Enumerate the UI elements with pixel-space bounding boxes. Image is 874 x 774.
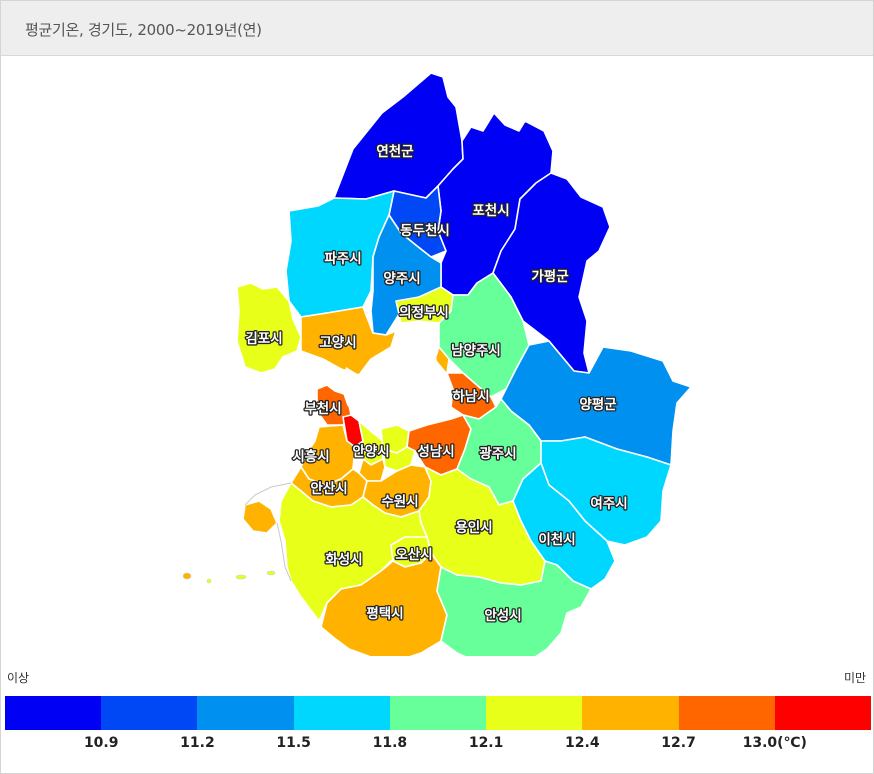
region-이천시[interactable] [512, 462, 616, 590]
islet [182, 572, 192, 580]
label-오산시: 오산시 [395, 546, 432, 563]
label-성남시: 성남시 [417, 443, 454, 460]
legend-swatch [101, 696, 198, 730]
region-김포시[interactable] [236, 282, 302, 374]
islet [266, 570, 276, 576]
legend-tick-label: 12.7 [661, 735, 696, 751]
legend-tick-label: 11.5 [276, 735, 311, 751]
legend-swatch [293, 696, 390, 730]
label-의정부시: 의정부시 [399, 304, 449, 321]
label-김포시: 김포시 [245, 331, 282, 347]
label-안산시: 안산시 [310, 480, 347, 497]
label-남양주시: 남양주시 [451, 342, 501, 359]
map-title: 평균기온, 경기도, 2000~2019년(연) [25, 21, 262, 39]
islet [235, 574, 247, 580]
region-안성시[interactable] [436, 560, 592, 656]
region-파주시[interactable] [285, 190, 395, 318]
legend-low-label: 이상 [7, 671, 30, 685]
legend-tick-label: 13.0(℃) [742, 735, 807, 751]
label-고양시: 고양시 [319, 335, 356, 351]
label-연천군: 연천군 [376, 144, 414, 160]
label-시흥시: 시흥시 [292, 448, 329, 465]
legend-swatch [774, 696, 871, 730]
label-평택시: 평택시 [366, 605, 403, 622]
card-header: 평균기온, 경기도, 2000~2019년(연) [1, 1, 873, 56]
region-안산-islands[interactable] [242, 500, 278, 534]
legend-swatch [486, 696, 583, 730]
legend-tick-label: 11.8 [372, 735, 408, 751]
legend-swatch [678, 696, 775, 730]
legend-swatch [582, 696, 679, 730]
legend-tick-label: 11.2 [180, 735, 215, 751]
label-화성시: 화성시 [325, 552, 362, 568]
label-부천시: 부천시 [304, 401, 341, 417]
label-양주시: 양주시 [383, 271, 420, 287]
label-수원시: 수원시 [381, 494, 418, 510]
label-여주시: 여주시 [590, 495, 627, 512]
islet [206, 578, 212, 584]
label-하남시: 하남시 [452, 388, 489, 405]
legend-swatch [197, 696, 294, 730]
label-용인시: 용인시 [455, 519, 492, 536]
label-광주시: 광주시 [479, 445, 516, 462]
label-양평군: 양평군 [579, 396, 617, 413]
coastline-outline [244, 482, 292, 582]
label-안양시: 안양시 [352, 443, 389, 460]
legend-color-bar [5, 696, 871, 730]
label-안성시: 안성시 [484, 607, 521, 624]
legend-tick-label: 10.9 [83, 735, 119, 751]
gyeonggi-choropleth-map: 연천군 포천시 가평군 동두천시 파주시 양주시 의정부시 김포시 고양시 남양… [182, 72, 692, 656]
legend-swatch [389, 696, 487, 730]
label-가평군: 가평군 [531, 268, 569, 285]
legend-tick-label: 12.4 [565, 735, 600, 751]
legend-ticks: 10.9 11.2 11.5 11.8 12.1 12.4 12.7 13.0(℃) [5, 735, 871, 755]
seoul-blank-area [341, 337, 453, 429]
label-동두천시: 동두천시 [400, 223, 450, 239]
label-파주시: 파주시 [324, 251, 361, 267]
label-이천시: 이천시 [538, 531, 575, 548]
label-포천시: 포천시 [472, 203, 509, 219]
region-의왕시[interactable] [382, 446, 416, 472]
legend-high-label: 미만 [844, 671, 867, 685]
legend-tick-label: 12.1 [468, 735, 504, 751]
legend-swatch [5, 696, 102, 730]
